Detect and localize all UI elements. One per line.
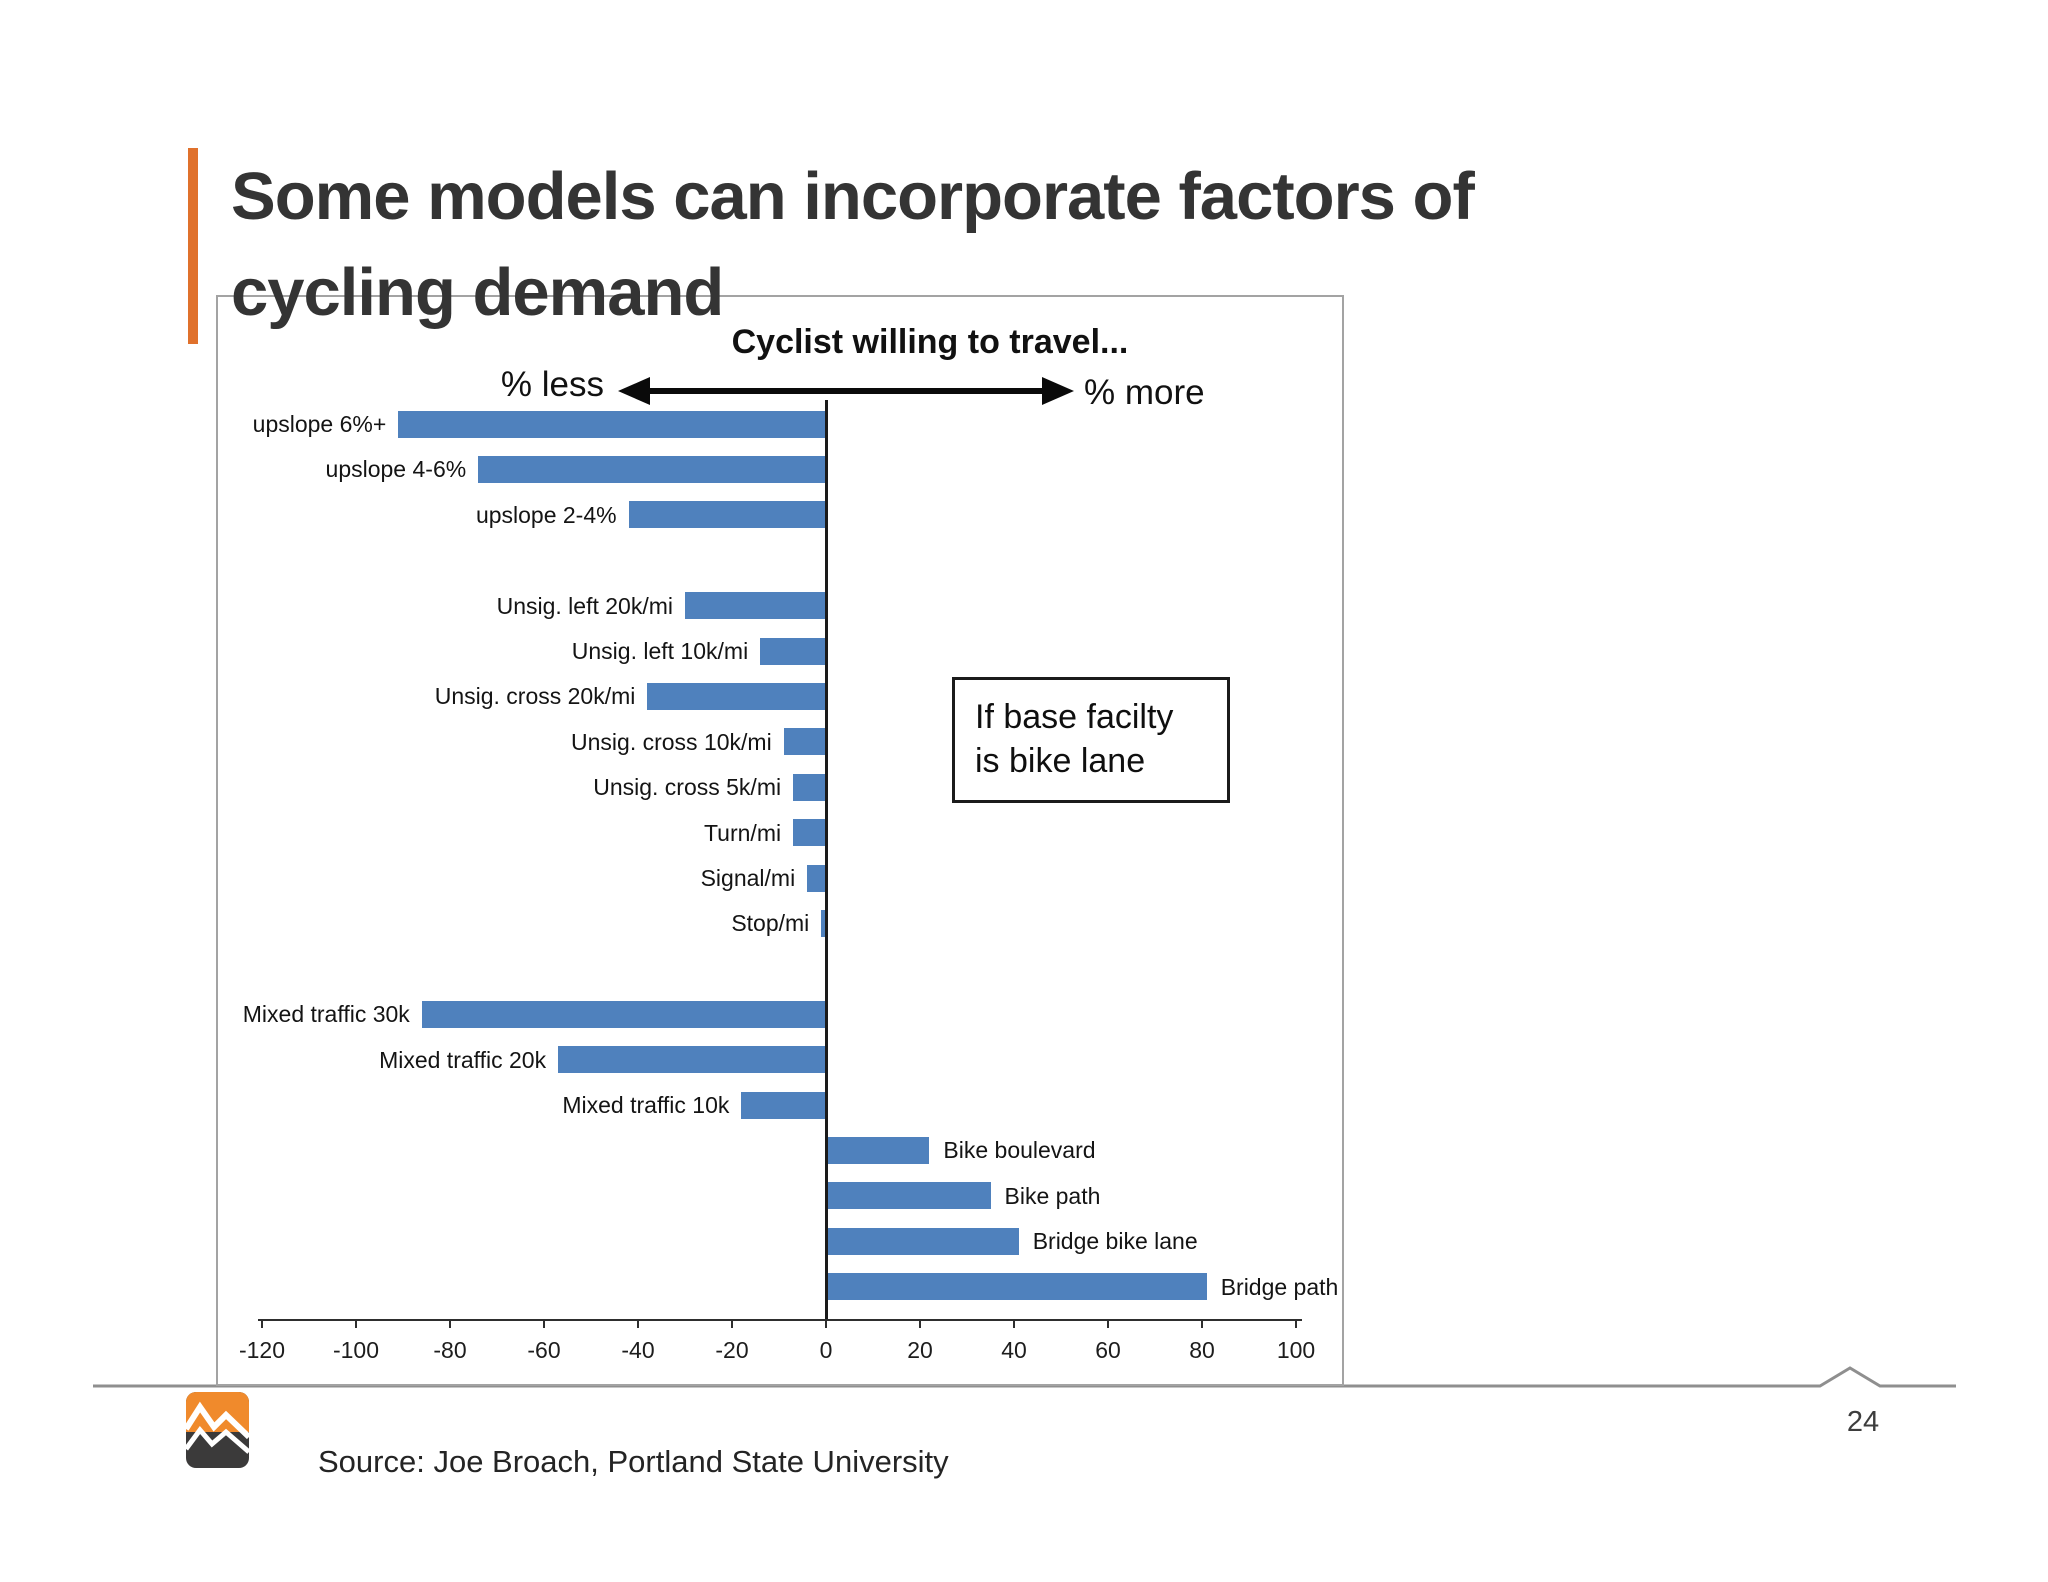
bar-label-mixed-traffic-30k: Mixed traffic 30k xyxy=(242,1001,410,1028)
bar-label-bike-boulevard: Bike boulevard xyxy=(943,1137,1096,1164)
x-axis-tick-label: -20 xyxy=(715,1337,749,1363)
psu-logo xyxy=(186,1392,249,1468)
bar-label-bridge-path: Bridge path xyxy=(1220,1273,1339,1300)
chart-bar-mixed-traffic-30k xyxy=(421,1000,826,1028)
x-axis-tick-label: -80 xyxy=(433,1337,467,1363)
axis-direction-label-less: % less xyxy=(500,365,604,404)
x-axis-tick xyxy=(1013,1319,1015,1328)
x-axis-tick xyxy=(1201,1319,1203,1328)
chart-bar-unsig-left-20k-mi xyxy=(685,592,826,620)
bar-label-upslope-4-6: upslope 4-6% xyxy=(325,456,467,483)
x-axis-line xyxy=(258,1319,1302,1321)
chart-bar-bridge-path xyxy=(826,1273,1207,1301)
page-number: 24 xyxy=(1846,1406,1880,1438)
chart-bar-stop-mi xyxy=(821,909,826,937)
bar-label-mixed-traffic-20k: Mixed traffic 20k xyxy=(379,1046,547,1073)
x-axis-tick xyxy=(919,1319,921,1328)
chart: Cyclist willing to travel... % less % mo… xyxy=(216,295,1344,1386)
source-text: Source: Joe Broach, Portland State Unive… xyxy=(318,1444,949,1479)
x-axis-tick-label: 100 xyxy=(1276,1337,1316,1363)
x-axis-tick xyxy=(449,1319,451,1328)
annotation-line2: is bike lane xyxy=(975,741,1146,780)
chart-bar-bridge-bike-lane xyxy=(826,1227,1019,1255)
x-axis-tick-label: 60 xyxy=(1095,1337,1121,1363)
bar-label-stop-mi: Stop/mi xyxy=(731,910,810,937)
annotation-box: If base facilty is bike lane xyxy=(952,677,1230,803)
chart-bar-unsig-left-10k-mi xyxy=(760,637,826,665)
page-title-line1: Some models can incorporate factors of xyxy=(231,158,1475,234)
chart-bar-unsig-cross-20k-mi xyxy=(647,682,826,710)
plot-area: upslope 6%+ upslope 4-6% upslope 2-4% Unsig… xyxy=(218,297,1342,1384)
x-axis-tick xyxy=(637,1319,639,1328)
bar-label-signal-mi: Signal/mi xyxy=(700,865,796,891)
bar-label-bike-path: Bike path xyxy=(1004,1182,1101,1209)
x-axis-tick-label: -100 xyxy=(332,1337,380,1363)
chart-bar-signal-mi xyxy=(807,864,826,892)
x-axis-tick xyxy=(1295,1319,1297,1328)
chart-bar-bike-path xyxy=(826,1182,991,1210)
bar-label-unsig-cross-5k-mi: Unsig. cross 5k/mi xyxy=(593,774,782,801)
double-arrow-icon xyxy=(618,377,1074,405)
chart-bar-bike-boulevard xyxy=(826,1136,930,1164)
bar-label-unsig-left-20k-mi: Unsig. left 20k/mi xyxy=(496,592,673,619)
bar-label-turn-mi: Turn/mi xyxy=(703,819,782,846)
x-axis-tick-label: 20 xyxy=(907,1337,933,1363)
bar-label-unsig-left-10k-mi: Unsig. left 10k/mi xyxy=(571,638,749,664)
x-axis-tick-label: 40 xyxy=(1001,1337,1027,1363)
x-axis-tick-label: -120 xyxy=(238,1337,286,1363)
x-axis-tick xyxy=(825,1319,827,1328)
chart-bar-turn-mi xyxy=(793,819,826,847)
title-accent-bar xyxy=(188,148,198,344)
page-title: Some models can incorporate factors of c… xyxy=(231,149,1831,341)
bar-label-mixed-traffic-10k: Mixed traffic 10k xyxy=(562,1092,730,1118)
chart-bar-upslope-6 xyxy=(398,410,826,438)
x-axis-tick-label: -40 xyxy=(621,1337,655,1363)
zero-axis-line xyxy=(825,400,828,1319)
x-axis-tick xyxy=(731,1319,733,1328)
bar-label-unsig-cross-10k-mi: Unsig. cross 10k/mi xyxy=(571,728,772,755)
chart-bar-unsig-cross-5k-mi xyxy=(793,773,826,801)
annotation-line1: If base facilty xyxy=(975,698,1174,736)
x-axis-tick xyxy=(261,1319,263,1328)
chart-bar-mixed-traffic-20k xyxy=(558,1046,826,1074)
x-axis-tick xyxy=(355,1319,357,1328)
chart-bar-mixed-traffic-10k xyxy=(741,1091,826,1119)
footer-divider-line xyxy=(93,1366,1956,1388)
x-axis-tick-label: -60 xyxy=(527,1337,561,1363)
x-axis-tick-label: 80 xyxy=(1189,1337,1215,1363)
chart-bar-unsig-cross-10k-mi xyxy=(783,728,826,756)
x-axis-tick xyxy=(543,1319,545,1328)
x-axis-tick xyxy=(1107,1319,1109,1328)
bar-label-upslope-6: upslope 6%+ xyxy=(252,411,387,437)
bar-label-bridge-bike-lane: Bridge bike lane xyxy=(1032,1228,1198,1255)
bar-label-upslope-2-4: upslope 2-4% xyxy=(475,501,617,528)
bar-label-unsig-cross-20k-mi: Unsig. cross 20k/mi xyxy=(434,683,636,710)
chart-bar-upslope-2-4 xyxy=(628,501,826,529)
page-title-line2: cycling demand xyxy=(231,254,724,330)
chart-title: Cyclist willing to travel... xyxy=(731,323,1129,361)
x-axis-tick-label: 0 xyxy=(819,1337,833,1363)
chart-bar-upslope-4-6 xyxy=(478,455,826,483)
axis-direction-label-more: % more xyxy=(1084,373,1205,412)
